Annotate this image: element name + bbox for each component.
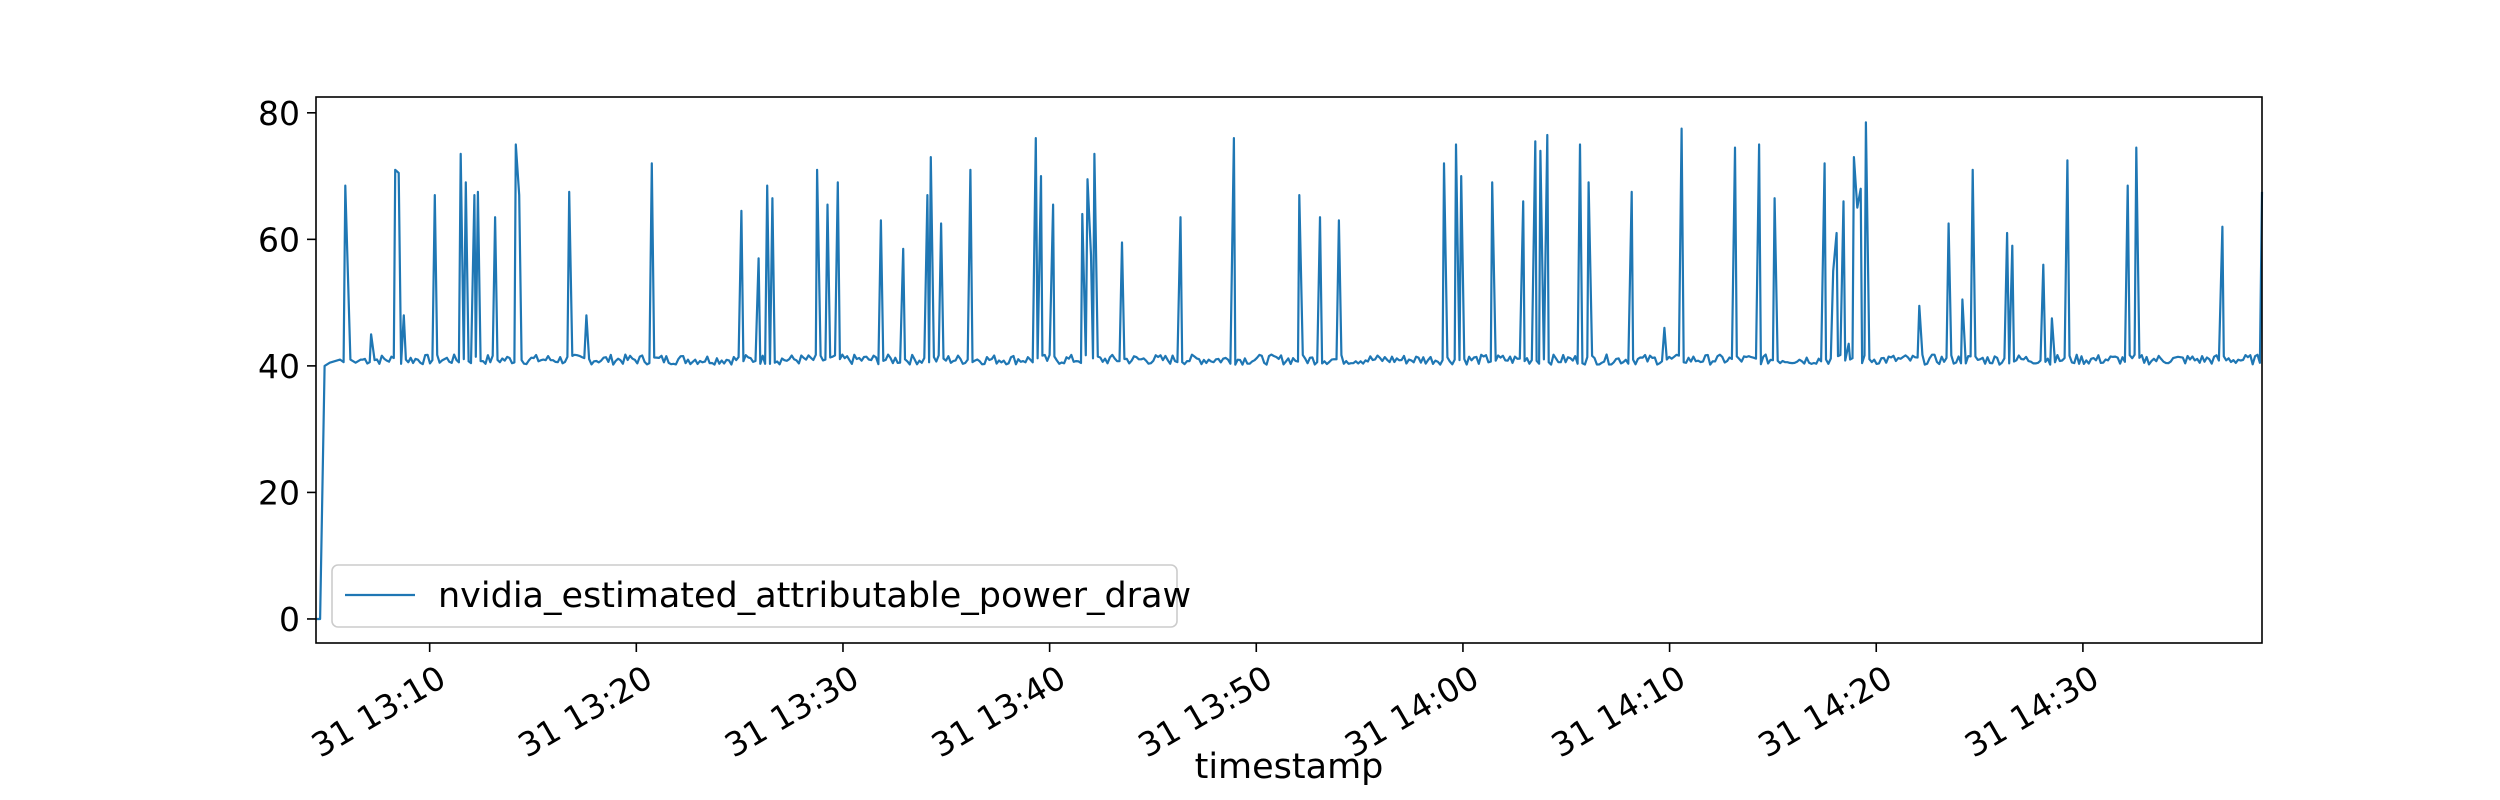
legend: nvidia_estimated_attributable_power_draw [331, 564, 1191, 628]
y-tick-label: 0 [279, 600, 300, 639]
legend-entry-label: nvidia_estimated_attributable_power_draw [438, 576, 1191, 616]
axes-frame [315, 96, 2263, 644]
y-axis: 0 20 40 60 80 [258, 94, 316, 639]
x-tick-label: 31 13:20 [511, 658, 658, 766]
x-axis-label: timestamp [1195, 747, 1384, 787]
y-tick-label: 20 [258, 473, 300, 512]
x-tick-label: 31 14:20 [1751, 658, 1898, 766]
y-tick-label: 80 [258, 94, 300, 133]
x-tick-label: 31 14:10 [1545, 658, 1692, 766]
plot-area [316, 121, 2264, 621]
x-tick-label: 31 13:40 [925, 658, 1072, 766]
legend-box [331, 564, 1178, 628]
x-tick-label: 31 14:30 [1958, 658, 2105, 766]
y-tick-label: 60 [258, 220, 300, 259]
y-tick-label: 40 [258, 347, 300, 386]
x-tick-label: 31 13:30 [718, 658, 865, 766]
x-tick-label: 31 13:10 [305, 658, 452, 766]
series-line-power-draw [316, 121, 2264, 621]
